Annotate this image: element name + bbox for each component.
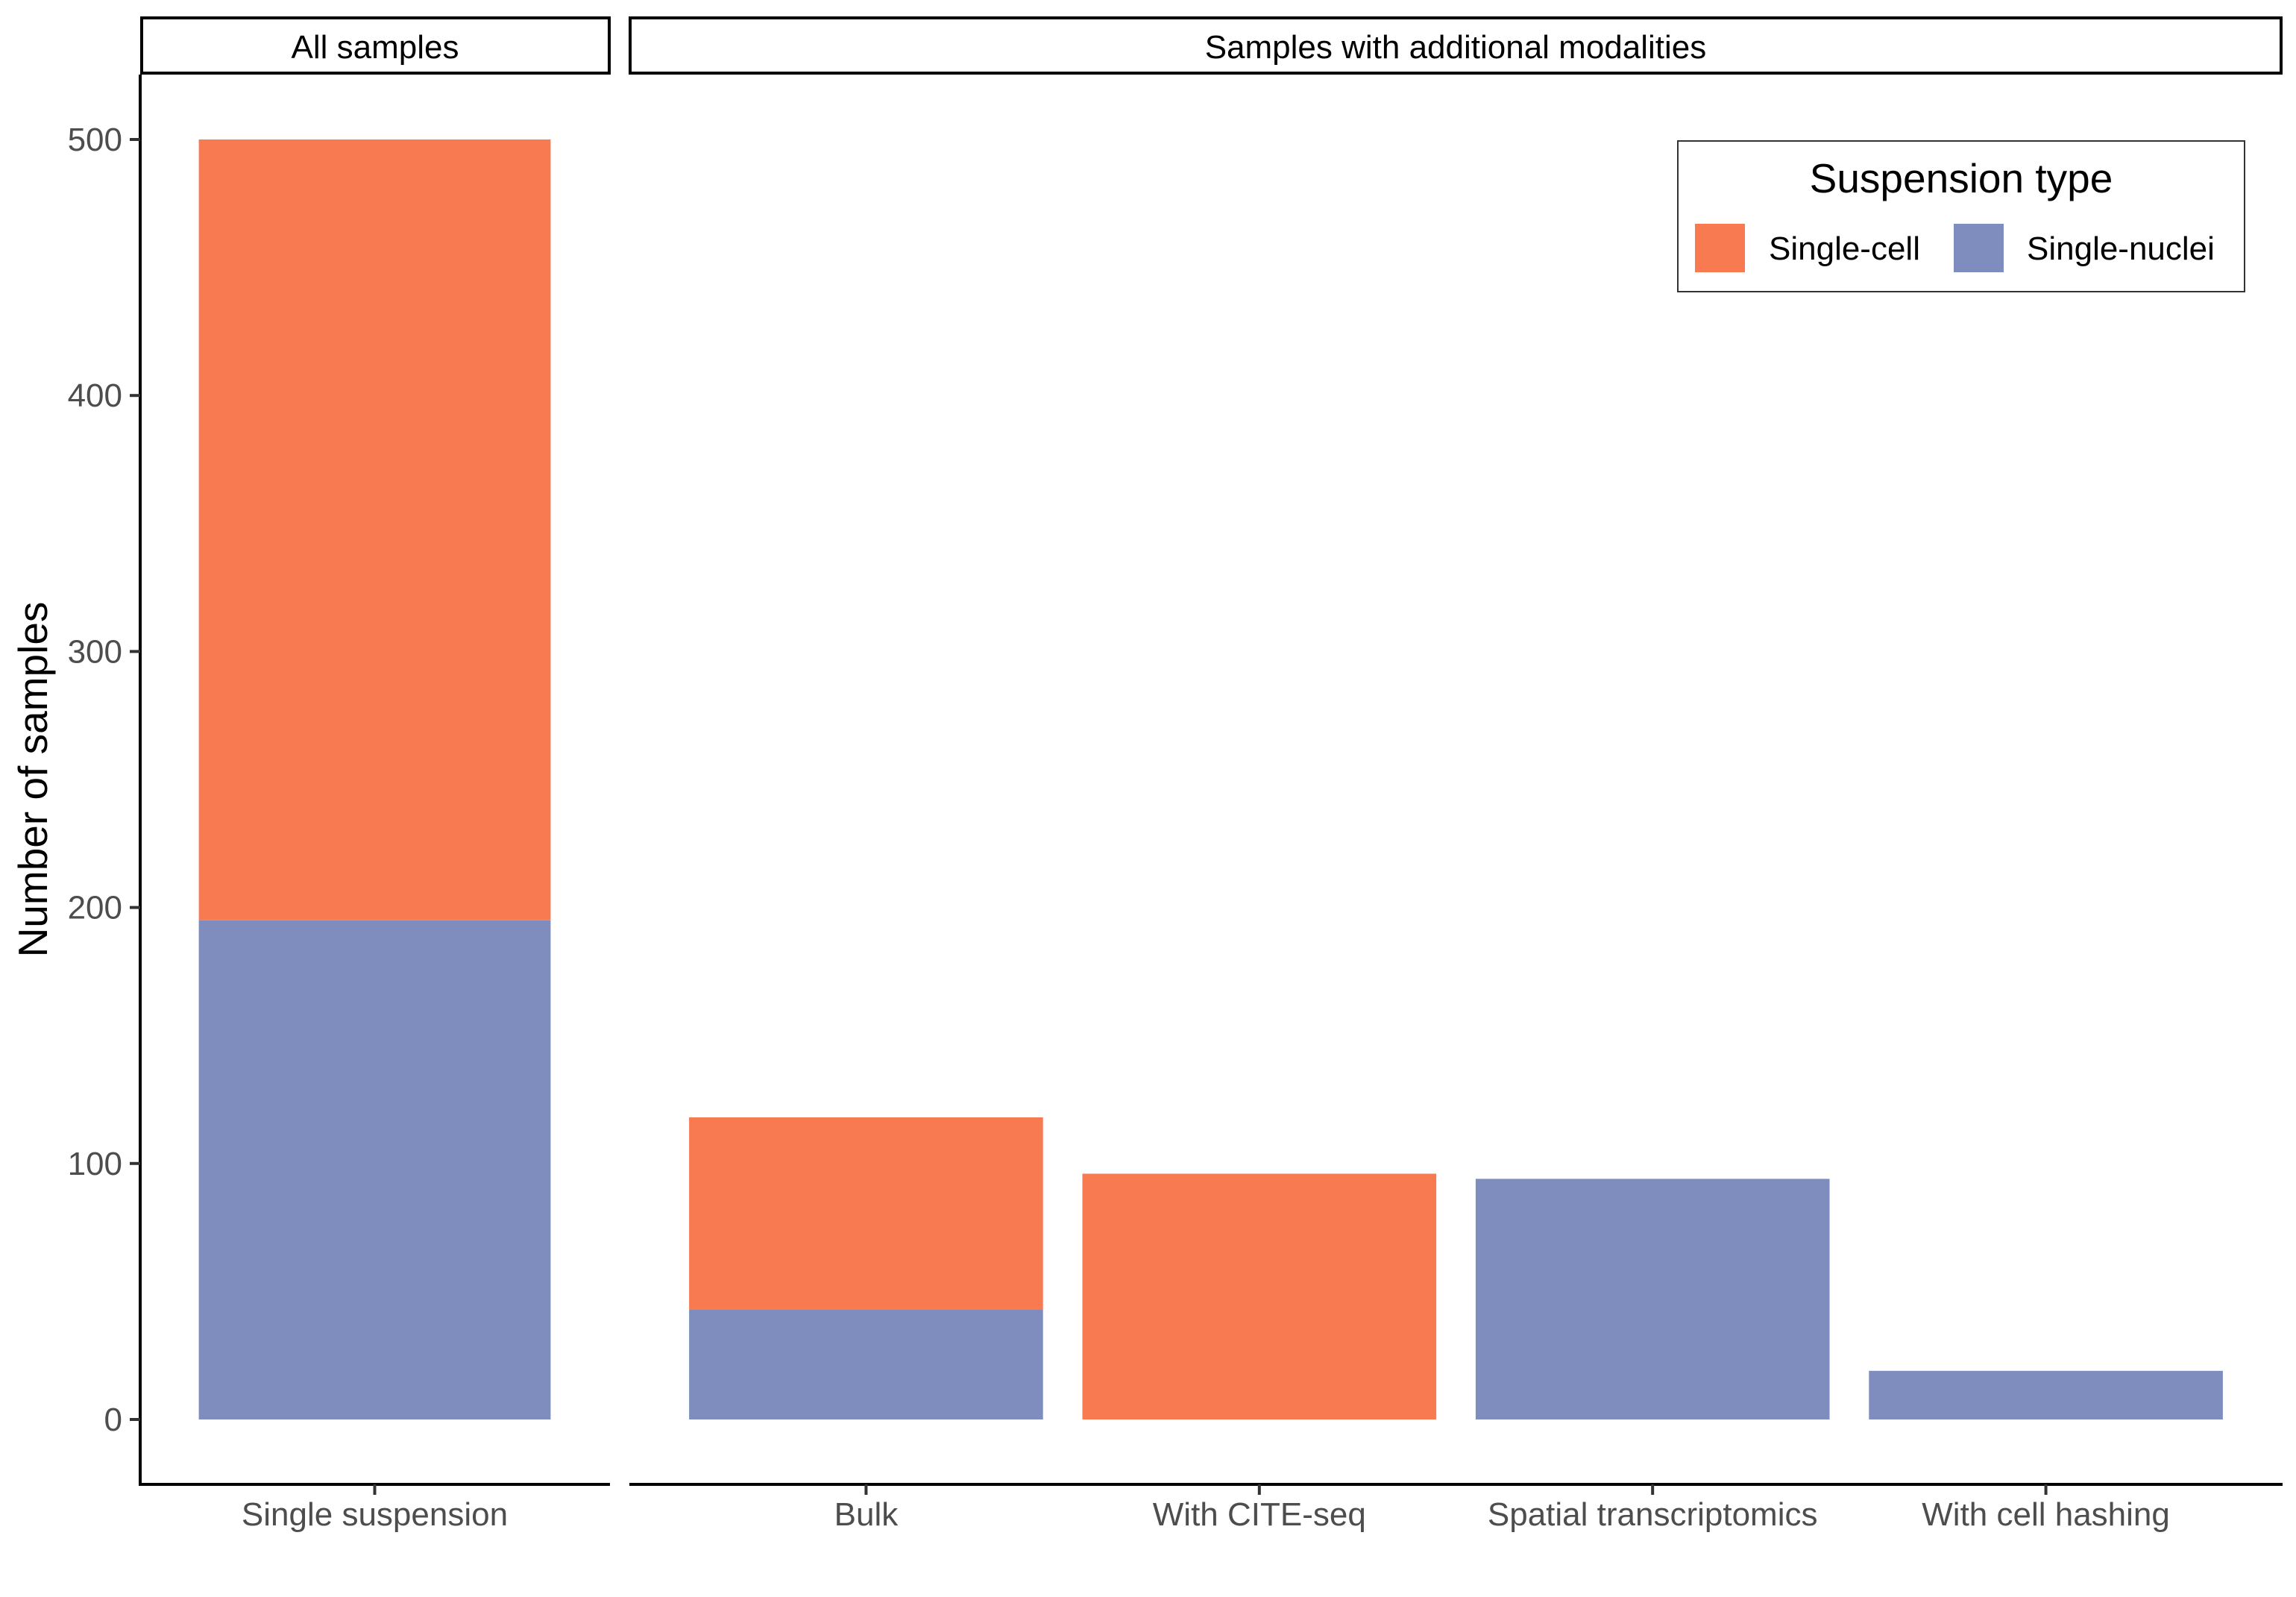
legend-label-single-cell: Single-cell <box>1769 230 1920 267</box>
facet-strip-additional-modalities: Samples with additional modalities <box>629 16 2283 75</box>
y-axis-ticks: 0 100 200 300 400 500 <box>68 122 140 1438</box>
bar-segment-single-cell <box>198 139 551 920</box>
bar-segment-single-nuclei <box>1475 1179 1830 1419</box>
facet-strip-box <box>629 16 2283 75</box>
bar-segment-single-nuclei <box>198 920 551 1419</box>
y-tick-label: 200 <box>68 890 122 926</box>
legend-key-single-nuclei <box>1954 224 2004 272</box>
legend: Suspension type Single-cell Single-nucle… <box>1677 140 2245 292</box>
facet-strip-box <box>140 16 611 75</box>
x-tick-label: Spatial transcriptomics <box>1488 1496 1818 1533</box>
bar-segment-single-nuclei <box>689 1309 1043 1419</box>
y-tick-label: 300 <box>68 633 122 670</box>
bar-segment-single-cell <box>689 1117 1043 1310</box>
x-tick-label: With cell hashing <box>1922 1496 2170 1533</box>
facet-strip-label: Samples with additional modalities <box>1205 29 1707 66</box>
bar-segment-single-cell <box>1082 1173 1437 1419</box>
bars-layer <box>198 139 2223 1419</box>
facet-strip-all-samples: All samples <box>140 16 611 75</box>
y-tick-label: 500 <box>68 122 122 158</box>
x-tick-label: With CITE-seq <box>1153 1496 1366 1533</box>
x-axis-ticks: Single suspension Bulk With CITE-seq Spatia… <box>242 1484 2170 1533</box>
bar-segment-single-nuclei <box>1869 1370 2223 1419</box>
facet-strip-label: All samples <box>292 29 459 66</box>
y-tick-label: 0 <box>104 1402 122 1438</box>
y-tick-label: 400 <box>68 377 122 414</box>
legend-key-single-cell <box>1695 224 1745 272</box>
legend-title: Suspension type <box>1810 155 2113 201</box>
x-tick-label: Bulk <box>834 1496 899 1533</box>
legend-label-single-nuclei: Single-nuclei <box>2027 230 2215 267</box>
y-tick-label: 100 <box>68 1146 122 1182</box>
x-tick-label: Single suspension <box>242 1496 508 1533</box>
y-axis-title: Number of samples <box>10 602 56 958</box>
